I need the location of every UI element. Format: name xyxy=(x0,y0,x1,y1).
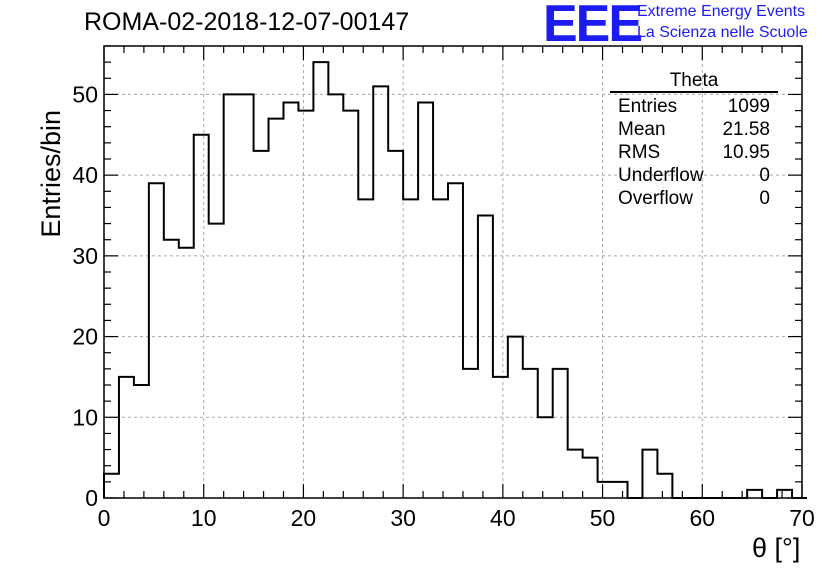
x-axis-label: θ [°] xyxy=(752,533,801,563)
histogram-bin xyxy=(448,183,463,498)
x-tick-label: 70 xyxy=(789,505,815,531)
histogram-bin xyxy=(777,490,792,498)
histogram-bin xyxy=(642,450,657,498)
y-tick-label: 20 xyxy=(72,324,98,350)
histogram-bin xyxy=(523,369,538,498)
x-tick-label: 20 xyxy=(291,505,317,531)
y-tick-label: 50 xyxy=(72,81,98,107)
stats-row-underflow: Underflow 0 xyxy=(610,164,778,187)
stats-label: Underflow xyxy=(618,165,704,186)
histogram-bin xyxy=(164,240,179,498)
y-tick-label: 0 xyxy=(85,485,98,511)
histogram-bin xyxy=(747,490,762,498)
histogram-bin xyxy=(328,94,343,498)
histogram-bin xyxy=(568,450,583,498)
histogram-bin xyxy=(134,385,149,498)
y-tick-label: 30 xyxy=(72,243,98,269)
histogram-bin xyxy=(298,111,313,498)
histogram-bin xyxy=(478,216,493,499)
histogram-bin xyxy=(224,94,239,498)
x-tick-label: 40 xyxy=(490,505,516,531)
histogram-bin xyxy=(388,151,403,498)
stats-label: Entries xyxy=(618,96,678,117)
histogram-bin xyxy=(254,151,269,498)
histogram-bin xyxy=(269,119,284,498)
histogram-bin xyxy=(553,369,568,498)
histogram-bin xyxy=(583,458,598,498)
histogram-bin xyxy=(343,111,358,498)
stats-label: Overflow xyxy=(618,188,693,209)
histogram-bin xyxy=(179,248,194,498)
histogram-bin xyxy=(194,135,209,498)
stats-row-mean: Mean 21.58 xyxy=(610,118,778,141)
histogram-bin xyxy=(283,103,298,499)
histogram-bin xyxy=(149,183,164,498)
histogram-bin xyxy=(418,103,433,499)
x-tick-label: 60 xyxy=(689,505,715,531)
stats-box: Theta Entries 1099 Mean 21.58 RMS 10.95 Und… xyxy=(610,70,778,210)
chart-title: ROMA-02-2018-12-07-00147 xyxy=(84,8,410,36)
stats-row-rms: RMS 10.95 xyxy=(610,141,778,164)
y-tick-label: 10 xyxy=(72,404,98,430)
stats-row-overflow: Overflow 0 xyxy=(610,187,778,210)
histogram-bin xyxy=(613,482,628,498)
stats-value: 10.95 xyxy=(722,142,770,163)
histogram-bin xyxy=(239,94,254,498)
stats-title: Theta xyxy=(610,70,778,93)
stats-value: 1099 xyxy=(727,96,770,117)
stats-value: 0 xyxy=(759,188,770,209)
histogram-bin xyxy=(493,377,508,498)
logo-text-line2: La Scienza nelle Scuole xyxy=(637,24,808,41)
histogram-bin xyxy=(657,474,672,498)
histogram-bin xyxy=(313,62,328,498)
histogram-bin xyxy=(358,199,373,498)
histogram-bin xyxy=(104,474,119,498)
stats-label: Mean xyxy=(618,119,666,140)
stats-value: 21.58 xyxy=(722,119,770,140)
histogram-outline xyxy=(103,61,807,499)
histogram-bin xyxy=(119,377,134,498)
histogram-bin xyxy=(373,86,388,498)
logo-text-line1: Extreme Energy Events xyxy=(637,3,806,20)
x-tick-label: 30 xyxy=(390,505,416,531)
histogram-bin xyxy=(598,482,613,498)
histogram-bin xyxy=(538,417,553,498)
x-tick-label: 50 xyxy=(590,505,616,531)
eee-logo: EEE xyxy=(543,0,643,53)
histogram-bin xyxy=(433,199,448,498)
y-tick-label: 40 xyxy=(72,162,98,188)
stats-row-entries: Entries 1099 xyxy=(610,95,778,118)
x-tick-label: 10 xyxy=(191,505,217,531)
stats-label: RMS xyxy=(618,142,661,163)
histogram-bin xyxy=(403,199,418,498)
stats-value: 0 xyxy=(759,165,770,186)
x-tick-label: 0 xyxy=(98,505,111,531)
histogram-bin xyxy=(463,369,478,498)
histogram-bin xyxy=(209,224,224,498)
